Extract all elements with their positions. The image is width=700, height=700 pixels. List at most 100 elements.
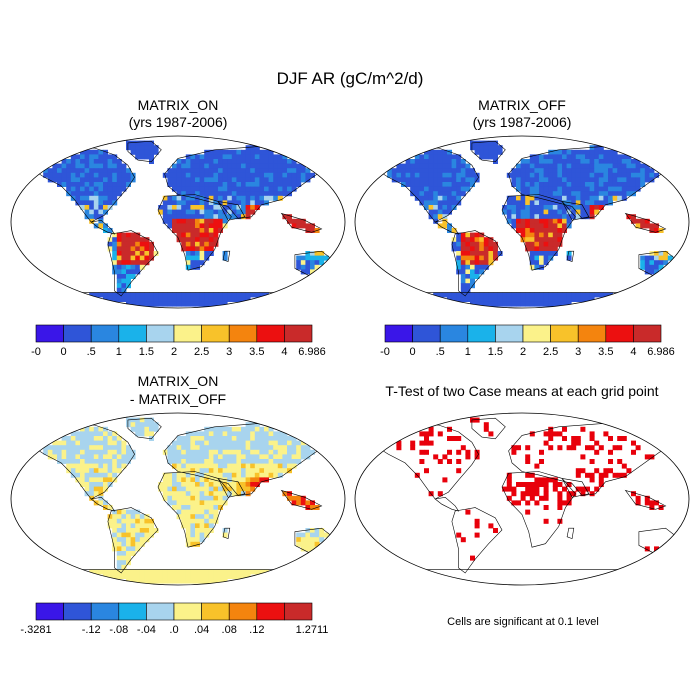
grid-cell [126,509,131,515]
grid-cell [126,255,131,261]
grid-cell [424,468,429,474]
grid-cell [571,214,577,220]
grid-cell [391,177,397,183]
grid-cell [319,255,325,261]
grid-cell [414,186,420,192]
grid-cell [103,200,108,206]
grid-cell [470,241,475,247]
grid-cell [291,172,297,178]
grid-cell [470,264,475,270]
grid-cell [594,486,600,492]
grid-cell [428,205,434,210]
grid-cell [218,177,223,183]
grid-cell [130,417,136,423]
grid-cell [227,468,233,474]
grid-cell [428,163,434,169]
grid-cell [575,468,581,474]
grid-cell [502,297,508,302]
grid-cell [195,463,200,469]
grid-cell [245,168,251,174]
grid-cell [552,149,558,155]
grid-cell [190,223,196,229]
grid-cell [296,172,302,178]
grid-cell [250,154,256,160]
grid-cell [130,140,136,146]
grid-cell [236,454,242,460]
grid-cell [442,168,448,174]
grid-cell [89,209,95,215]
grid-cell [488,237,494,243]
grid-cell [185,468,191,474]
grid-cell [195,500,200,506]
grid-cell [153,149,159,155]
grid-cell [80,472,85,478]
grid-cell [236,209,242,215]
grid-cell [167,182,173,187]
grid-cell [172,228,177,233]
grid-cell [126,541,131,547]
grid-cell [264,477,269,483]
grid-cell [241,445,246,451]
grid-cell [222,459,228,464]
grid-cell [608,182,613,187]
grid-cell [245,426,251,432]
grid-cell [548,237,554,243]
coastline-madagascar [566,527,575,540]
grid-cell [305,168,311,174]
grid-cell [250,426,256,432]
grid-cell [424,440,429,446]
colorbar-tick-label: -.08 [109,624,128,636]
grid-cell [552,431,558,437]
grid-cell [598,159,604,164]
grid-cell [273,459,279,464]
grid-cell [70,172,76,178]
grid-cell [456,159,462,164]
grid-cell [204,431,210,437]
grid-cell [172,292,177,298]
grid-cell [167,214,173,220]
grid-cell [488,255,494,261]
grid-cell [126,574,131,579]
grid-cell [460,445,466,451]
grid-cell [305,454,311,460]
grid-cell [181,574,187,579]
grid-cell [437,186,443,192]
grid-cell [635,172,641,178]
grid-cell [254,449,260,455]
grid-cell [116,264,122,270]
grid-cell [204,251,210,256]
grid-cell [562,154,567,160]
grid-cell [66,449,72,455]
grid-cell [410,445,416,451]
grid-cell [185,578,191,584]
grid-cell [259,445,265,451]
grid-cell [167,500,173,506]
grid-cell [176,159,182,164]
grid-cell [520,159,526,164]
grid-cell [112,260,118,266]
grid-cell [176,163,182,169]
grid-cell [529,172,535,178]
grid-cell [566,205,572,210]
grid-cell [575,472,581,478]
grid-cell [208,491,214,497]
grid-cell [566,149,572,155]
grid-cell [470,555,475,561]
grid-cell [190,163,196,169]
grid-cell [130,422,136,428]
grid-cell [419,182,425,187]
grid-cell [241,574,246,579]
grid-cell [401,172,406,178]
grid-cell [208,495,214,501]
grid-cell [84,200,90,206]
grid-cell [93,449,99,455]
grid-cell [126,274,131,279]
grid-cell [112,445,118,451]
grid-cell [529,260,535,266]
grid-cell [93,182,99,187]
grid-cell [52,168,58,174]
grid-cell [539,246,544,252]
grid-cell [516,177,521,183]
grid-cell [162,482,168,487]
colorbar-matrix-on: -0 0.5 1 1.5 2 2.5 3 3.5 4 6.986 [31,324,326,358]
